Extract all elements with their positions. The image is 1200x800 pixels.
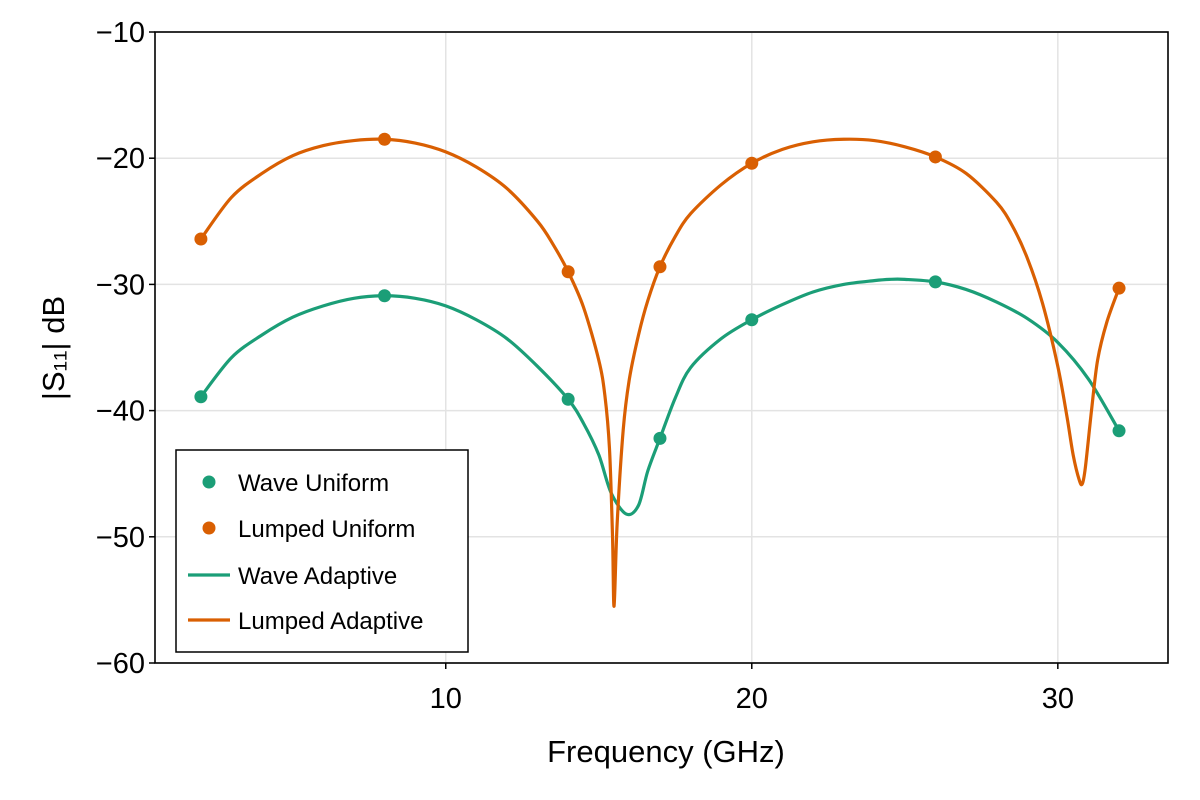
data-point-lumped-uniform (1112, 281, 1126, 295)
x-tick-label: 10 (430, 683, 462, 715)
y-axis: −60 −50 −40 −30 −20 −10 (96, 17, 155, 680)
legend-box (175, 449, 469, 653)
x-axis: 10 20 30 (430, 663, 1074, 715)
legend-label-wave-uniform: Wave Uniform (238, 470, 389, 497)
data-point-wave-uniform (1112, 424, 1126, 438)
data-point-lumped-uniform (378, 132, 392, 146)
legend-label-lumped-uniform: Lumped Uniform (238, 516, 415, 543)
data-point-wave-uniform (928, 275, 942, 289)
data-point-lumped-uniform (194, 232, 208, 246)
data-point-lumped-uniform (561, 265, 575, 279)
legend: Wave Uniform Lumped Uniform Wave Adaptiv… (175, 449, 469, 653)
y-tick-label: −10 (96, 17, 145, 49)
data-point-lumped-uniform (745, 156, 759, 170)
y-tick-label: −60 (96, 648, 145, 680)
x-tick-label: 20 (736, 683, 768, 715)
plot-frame (154, 31, 1169, 664)
data-point-wave-uniform (561, 392, 575, 406)
legend-label-wave-adaptive: Wave Adaptive (238, 563, 397, 590)
legend-marker-lumped-uniform (202, 521, 216, 535)
y-tick-label: −30 (96, 269, 145, 301)
data-point-wave-uniform (378, 289, 392, 303)
y-tick-label: −40 (96, 396, 145, 428)
y-tick-label: −20 (96, 143, 145, 175)
series-line-lumped-adaptive (199, 137, 1121, 608)
data-point-wave-uniform (745, 313, 759, 327)
x-axis-label: Frequency (GHz) (547, 734, 785, 769)
x-tick-label: 30 (1042, 683, 1074, 715)
legend-marker-wave-uniform (202, 475, 216, 489)
data-point-wave-uniform (194, 390, 208, 404)
y-axis-label: |S₁₁| dB (36, 296, 71, 400)
data-point-lumped-uniform (928, 150, 942, 164)
y-tick-label: −50 (96, 522, 145, 554)
data-point-lumped-uniform (653, 260, 667, 274)
legend-label-lumped-adaptive: Lumped Adaptive (238, 608, 423, 635)
series-points (194, 132, 1126, 445)
data-point-wave-uniform (653, 431, 667, 445)
